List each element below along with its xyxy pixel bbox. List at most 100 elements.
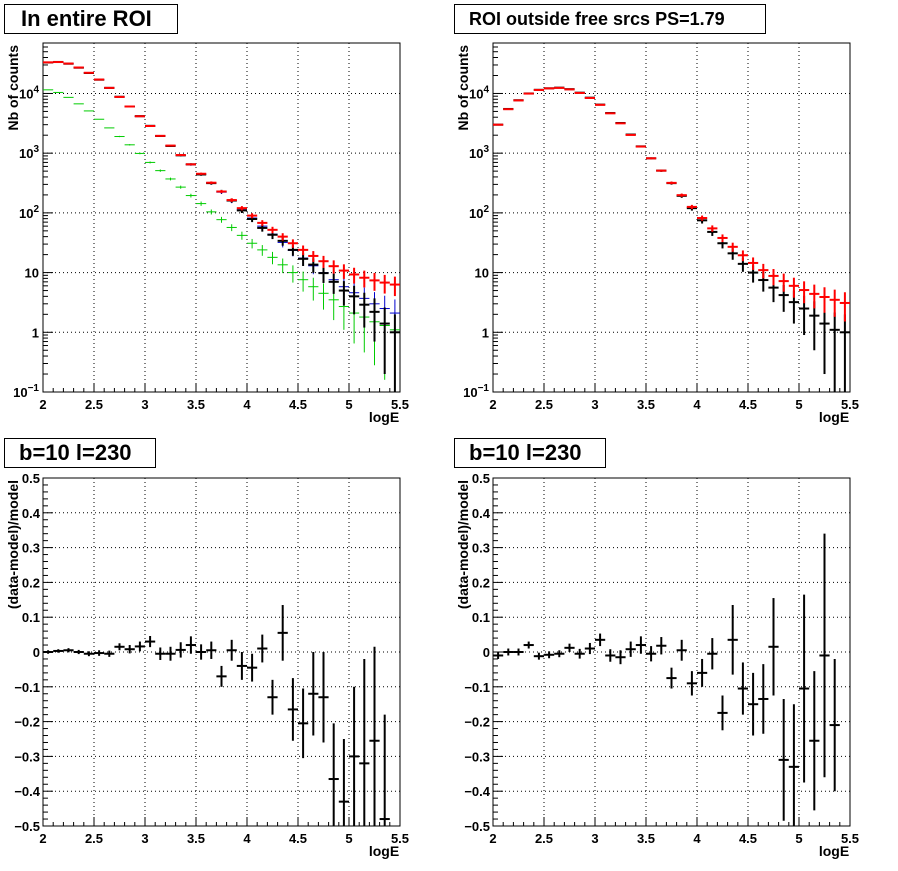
- data-point: [134, 641, 145, 652]
- data-point: [686, 204, 697, 210]
- y-tick-label: 102: [469, 204, 489, 221]
- x-tick-label: 4.5: [289, 831, 307, 846]
- data-point: [298, 245, 309, 256]
- y-tick-label: 10−1: [13, 383, 39, 400]
- data-point: [318, 283, 329, 310]
- data-point: [359, 658, 370, 826]
- data-point: [257, 220, 268, 226]
- data-point: [267, 679, 278, 715]
- data-point: [666, 181, 677, 185]
- data-point: [574, 648, 585, 659]
- x-tick-label: 5.5: [391, 397, 409, 412]
- x-tick-label: 5: [345, 831, 352, 846]
- data-point: [338, 281, 349, 306]
- data-point: [175, 154, 186, 157]
- data-point: [308, 277, 319, 301]
- data-point: [799, 594, 810, 783]
- data-point: [697, 658, 708, 687]
- data-point: [257, 245, 268, 256]
- data-point: [707, 225, 718, 232]
- y-axis-title: (data-model)/model: [455, 480, 471, 609]
- y-axis: −0.5 −0.4 −0.3 −0.2 −0.1 0 0.1 0.2 0.3 0.4 0.5(dat…: [5, 471, 53, 834]
- data-point: [287, 265, 298, 283]
- y-tick-label: −0.3: [464, 749, 490, 764]
- x-tick-label: 3: [141, 397, 148, 412]
- data-point: [196, 172, 207, 175]
- data-point: [503, 648, 514, 656]
- y-tick-label: 1: [32, 325, 39, 340]
- y-tick-label: −0.5: [14, 819, 40, 834]
- data-point: [707, 638, 718, 670]
- data-point: [196, 201, 207, 206]
- data-point: [646, 157, 657, 160]
- data-point: [829, 658, 840, 792]
- data-point: [778, 698, 789, 821]
- y-tick-label: 10: [25, 266, 39, 281]
- y-tick-label: 0.2: [472, 575, 490, 590]
- x-axis-title: logE: [369, 843, 399, 859]
- plot-frame: [42, 477, 401, 827]
- y-tick-label: −0.1: [14, 680, 40, 695]
- data-point: [625, 641, 636, 657]
- data-point: [185, 193, 196, 198]
- data-point: [369, 646, 380, 826]
- y-tick-label: 0.3: [22, 541, 40, 556]
- y-tick-label: 1: [482, 325, 489, 340]
- x-tick-label: 3.5: [187, 397, 205, 412]
- data-point: [298, 688, 309, 759]
- x-tick-label: 5: [345, 397, 352, 412]
- data-point: [226, 639, 237, 661]
- series-4: [43, 61, 400, 297]
- data-point: [267, 226, 278, 234]
- data-point: [104, 650, 115, 657]
- x-tick-label: 5: [795, 397, 802, 412]
- y-tick-label: 0.2: [22, 575, 40, 590]
- data-point: [615, 650, 626, 665]
- x-tick-label: 4.5: [739, 831, 757, 846]
- data-point: [318, 265, 329, 283]
- data-point: [287, 239, 298, 248]
- data-point: [737, 662, 748, 715]
- grid: [43, 478, 400, 826]
- data-point: [605, 649, 616, 662]
- x-tick-label: 5.5: [841, 397, 859, 412]
- y-tick-label: 0.1: [22, 610, 40, 625]
- data-point: [257, 634, 268, 663]
- data-point: [349, 686, 360, 826]
- data-point: [554, 650, 565, 658]
- data-point: [584, 642, 595, 655]
- x-tick-label: 4: [243, 397, 251, 412]
- data-point: [656, 637, 667, 655]
- data-point: [758, 263, 769, 279]
- data-point: [114, 135, 125, 138]
- data-point: [359, 292, 370, 328]
- panel-4-title: b=10 l=230: [454, 438, 606, 468]
- data-point: [809, 671, 820, 811]
- data-point: [328, 260, 339, 274]
- data-point: [676, 639, 687, 661]
- data-point: [758, 664, 769, 734]
- data-point: [216, 216, 227, 223]
- data-point: [267, 251, 278, 265]
- data-point: [829, 312, 840, 392]
- data-point: [389, 314, 400, 392]
- data-point: [359, 270, 370, 288]
- data-point: [748, 257, 759, 270]
- data-point: [165, 177, 176, 181]
- plot-frame: [492, 42, 851, 393]
- x-tick-label: 3: [591, 397, 598, 412]
- x-tick-label: 4: [693, 397, 701, 412]
- data-point: [277, 233, 288, 241]
- data-point: [236, 652, 247, 680]
- data-point: [676, 193, 687, 197]
- data-point: [349, 285, 360, 315]
- data-point: [175, 642, 186, 658]
- data-point: [338, 264, 349, 279]
- data-point: [788, 277, 799, 298]
- y-tick-label: 10: [475, 266, 489, 281]
- data-point: [635, 636, 646, 654]
